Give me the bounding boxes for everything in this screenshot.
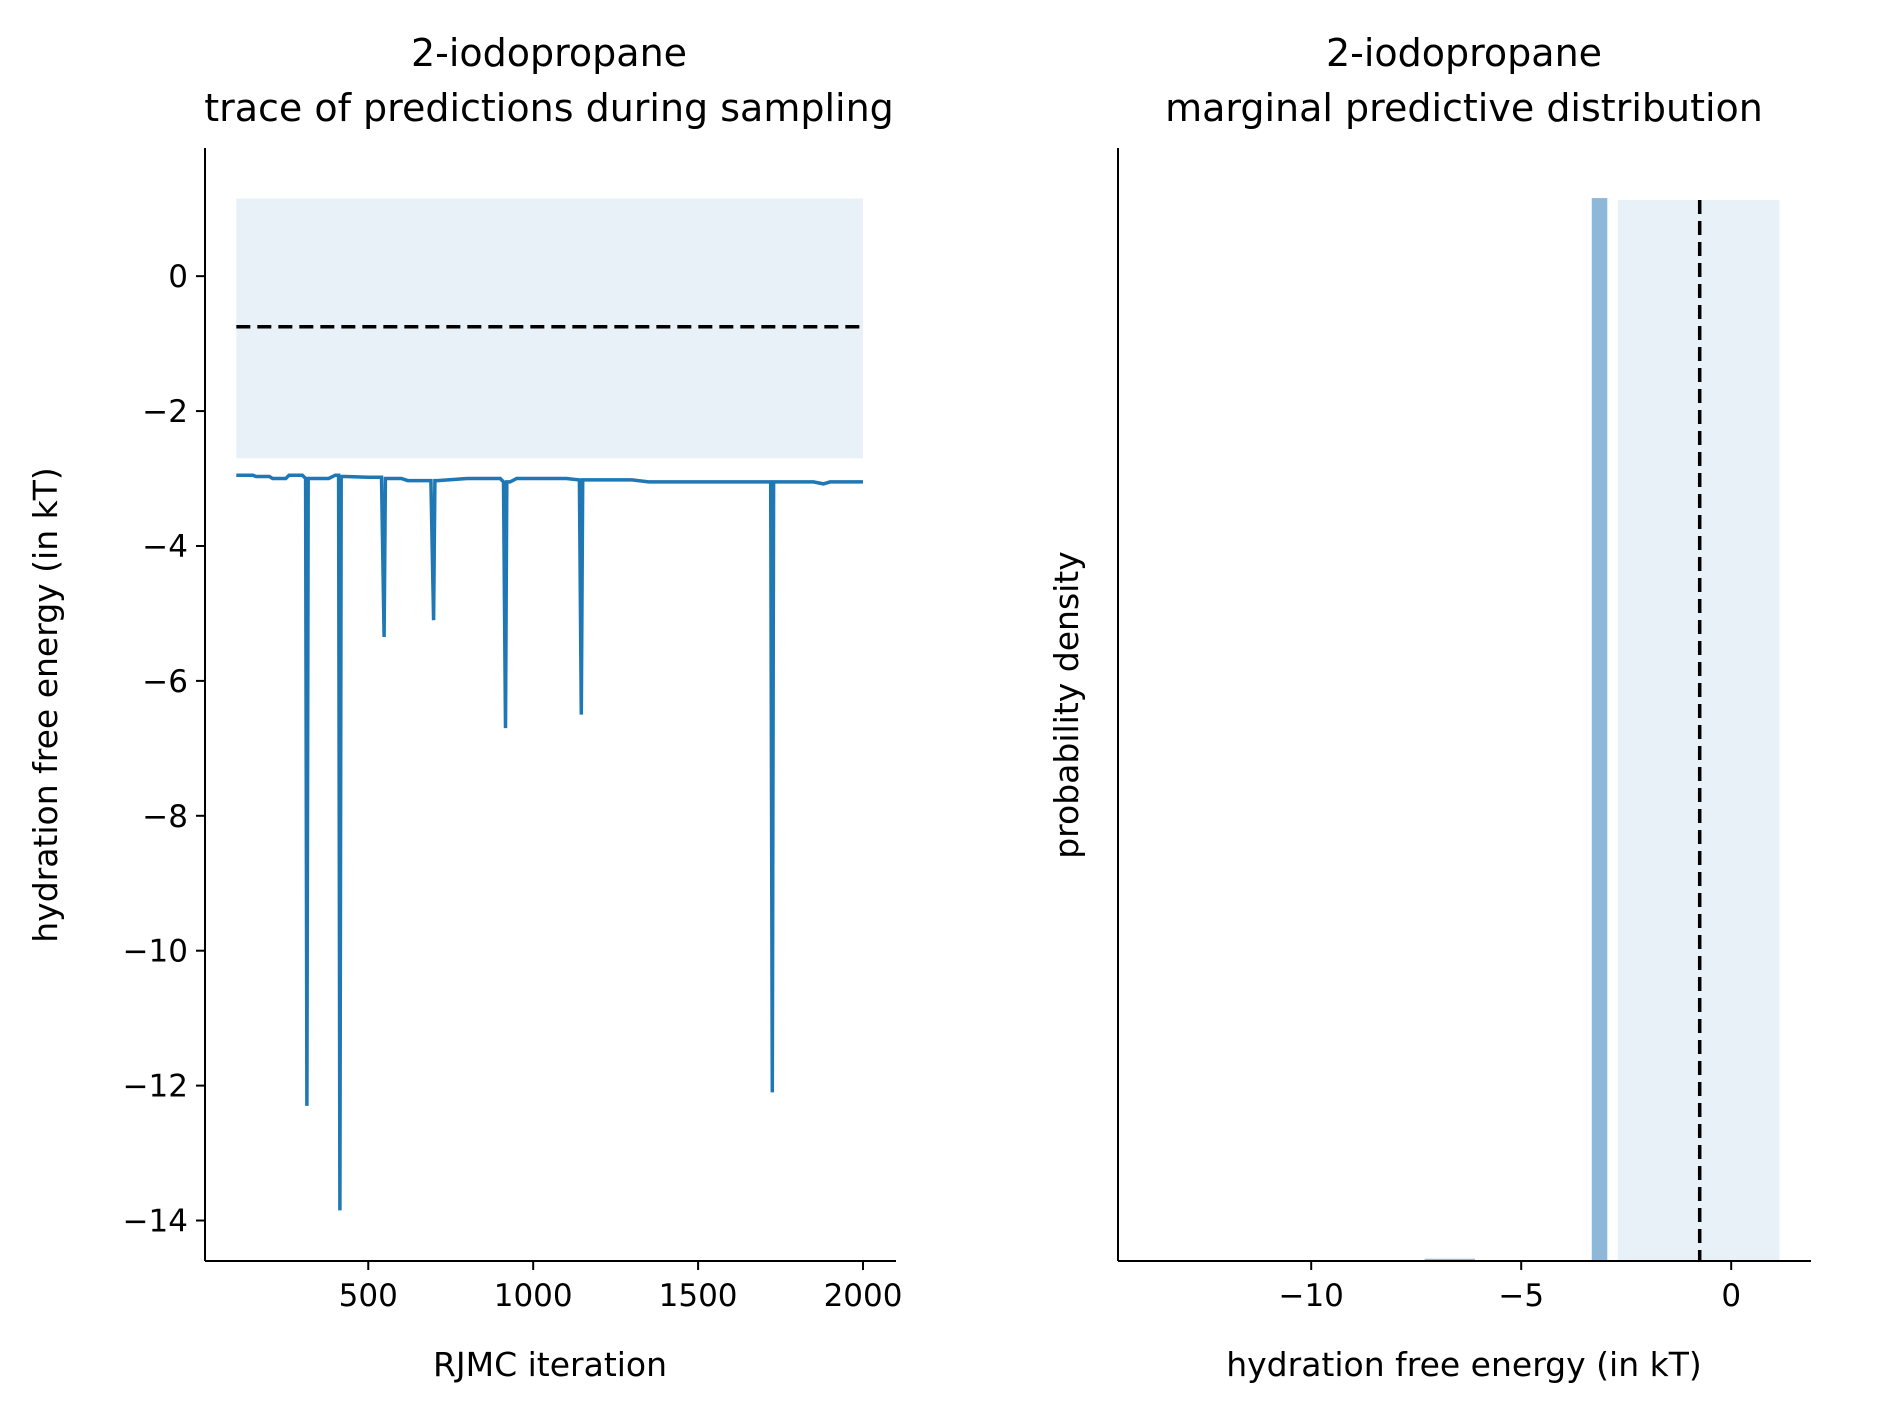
distribution-plot-area — [1424, 198, 1780, 1262]
distribution-x-ticks: −10 −5 0 — [1278, 1261, 1741, 1314]
y-tick-label: −4 — [142, 529, 188, 565]
y-tick-label: −6 — [142, 664, 188, 700]
y-tick-label: −12 — [123, 1069, 188, 1105]
histogram-bar — [1424, 1258, 1475, 1261]
trace-panel: 2-iodopropane trace of predictions durin… — [26, 31, 902, 1384]
experimental-uncertainty-band — [236, 198, 864, 459]
trace-y-axis-label: hydration free energy (in kT) — [26, 467, 65, 943]
y-tick-label: −8 — [142, 799, 188, 835]
trace-subtitle: trace of predictions during sampling — [204, 86, 894, 130]
x-tick-label: 500 — [339, 1278, 398, 1314]
x-tick-label: 1000 — [494, 1278, 573, 1314]
distribution-y-axis-label: probability density — [1047, 551, 1086, 859]
histogram-bar — [1591, 198, 1608, 1262]
x-tick-label: −10 — [1278, 1278, 1343, 1314]
y-tick-label: −2 — [142, 394, 188, 430]
distribution-x-axis-label: hydration free energy (in kT) — [1226, 1345, 1702, 1384]
distribution-panel: 2-iodopropane marginal predictive distri… — [1047, 31, 1811, 1384]
distribution-subtitle: marginal predictive distribution — [1165, 86, 1763, 130]
prediction-trace-line — [236, 473, 863, 1211]
trace-plot-area — [236, 198, 864, 1211]
distribution-title: 2-iodopropane — [1326, 31, 1602, 75]
x-tick-label: 2000 — [824, 1278, 903, 1314]
trace-y-ticks: 0 −2 −4 −6 −8 −10 −12 −14 — [123, 259, 205, 1240]
trace-x-axis-label: RJMC iteration — [433, 1345, 667, 1384]
trace-x-ticks: 500 1000 1500 2000 — [339, 1261, 903, 1314]
y-tick-label: −10 — [123, 934, 188, 970]
x-tick-label: 0 — [1721, 1278, 1741, 1314]
x-tick-label: 1500 — [659, 1278, 738, 1314]
y-tick-label: −14 — [123, 1204, 188, 1240]
y-tick-label: 0 — [168, 259, 188, 295]
x-tick-label: −5 — [1498, 1278, 1544, 1314]
trace-title: 2-iodopropane — [411, 31, 687, 75]
